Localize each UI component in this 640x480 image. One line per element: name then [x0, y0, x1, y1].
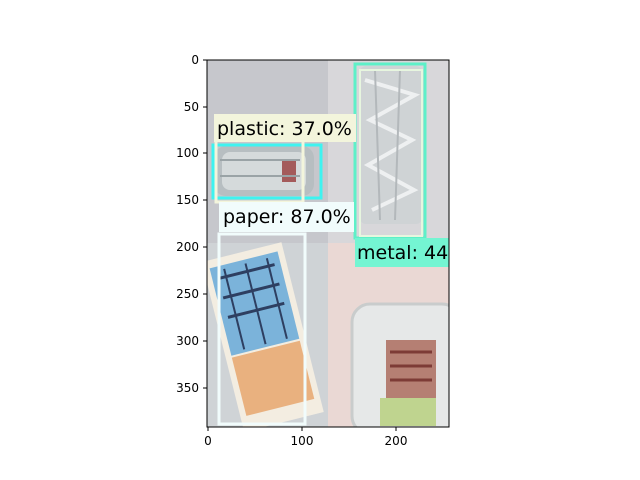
y-tick-label-7: 350: [176, 381, 199, 395]
plastic-tray: [350, 302, 449, 427]
detection-label-paper: paper: 87.0%: [219, 202, 354, 232]
metal-foil: [360, 66, 422, 224]
y-tick-label-5: 250: [176, 287, 199, 301]
y-tick-label-4: 200: [176, 240, 199, 254]
metal-detection-box-inner: [359, 69, 423, 237]
paper-detection-box: [217, 232, 307, 426]
paper-brochure: [207, 242, 324, 427]
plastic-detection-box: [211, 143, 323, 200]
x-tick-label-2: 200: [385, 434, 408, 448]
detection-label-plastic-text: plastic: 37.0%: [217, 118, 352, 140]
x-tick-label-0: 0: [204, 434, 212, 448]
image-panel: plastic: 37.0% paper: 87.0% metal: 44: [207, 60, 449, 427]
axes-frame: [206, 59, 450, 428]
y-tick-label-0: 0: [191, 53, 199, 67]
x-tick-label-1: 100: [291, 434, 314, 448]
y-tick-label-1: 50: [184, 100, 199, 114]
x-axis: 0 100 200: [204, 427, 407, 448]
detection-label-plastic: plastic: 37.0%: [214, 114, 356, 142]
detection-label-metal-text: metal: 44: [357, 242, 448, 264]
detection-label-metal: metal: 44: [355, 238, 449, 267]
y-axis: 0 50 100 150 200 250 300 350: [176, 53, 207, 395]
y-tick-label-3: 150: [176, 193, 199, 207]
plastic-bottle: [214, 146, 314, 196]
y-tick-label-2: 100: [176, 146, 199, 160]
y-tick-label-6: 300: [176, 334, 199, 348]
detection-label-paper-text: paper: 87.0%: [223, 206, 351, 228]
